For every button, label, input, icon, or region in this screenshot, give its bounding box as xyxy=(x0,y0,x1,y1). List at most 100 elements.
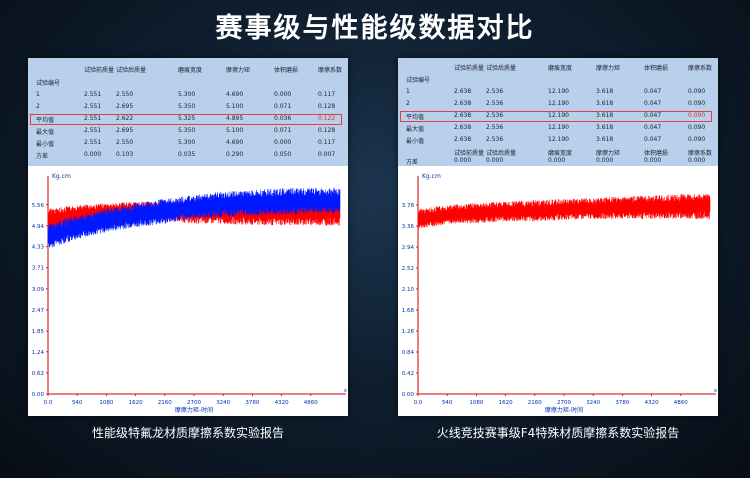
x-tick-label: 3780 xyxy=(245,400,259,406)
x-tick-label: 4320 xyxy=(275,400,289,406)
table-header-cell: 体积磨损 xyxy=(274,67,299,74)
table-cell: 1 xyxy=(36,91,40,98)
table-cell: 0.000 xyxy=(596,157,614,164)
x-tick-label: 3240 xyxy=(216,400,230,406)
x-tick-label: 540 xyxy=(72,400,83,406)
table-cell: 0.047 xyxy=(644,112,662,119)
y-tick-label: 4.94 xyxy=(32,224,45,230)
x-tick-label: 2160 xyxy=(158,400,172,406)
table-row: 试验前质量 试验后质量 磨痕宽度 摩擦力矩 体积磨损 摩擦系数 xyxy=(398,147,718,158)
table-cell: 0.071 xyxy=(274,127,292,134)
table-row: 试验编号 xyxy=(398,74,718,85)
table-row: 平均值 2.638 2.536 12.190 3.618 0.047 0.090 xyxy=(398,111,718,122)
y-tick-label: 2.52 xyxy=(402,266,414,272)
table-row: 方差 0.000 0.103 0.035 0.290 0.050 0.007 xyxy=(28,150,348,161)
table-cell: 3.618 xyxy=(596,88,614,95)
table-cell: 0.090 xyxy=(688,124,706,131)
y-tick-label: 1.68 xyxy=(402,308,415,314)
table-cell: 0.035 xyxy=(178,151,196,158)
table-cell: 试验后质量 xyxy=(486,150,517,157)
table-cell: 试验后质量 xyxy=(486,65,517,72)
table-cell: 试验前质量 xyxy=(454,150,485,157)
x-tick-label: 1620 xyxy=(499,400,513,406)
table-row: 最小值 2.551 2.550 5.300 4.690 0.000 0.117 xyxy=(28,138,348,149)
table-row: 最大值 2.551 2.695 5.350 5.100 0.071 0.128 xyxy=(28,126,348,137)
y-tick-label: 0.42 xyxy=(402,371,414,377)
x-tick-label: 2160 xyxy=(528,400,542,406)
y-tick-label: 0.00 xyxy=(402,392,415,398)
table-cell: 0.000 xyxy=(274,139,292,146)
table-header-cell: 摩擦力矩 xyxy=(226,67,251,74)
table-header-cell: 试验前质量 xyxy=(84,67,115,74)
table-cell: 4.895 xyxy=(226,115,244,122)
x-tick-label: 2700 xyxy=(187,400,201,406)
table-cell: 0.128 xyxy=(318,103,336,110)
table-cell: 磨痕宽度 xyxy=(548,65,573,72)
table-cell: 3.618 xyxy=(596,124,614,131)
table-cell: 2.695 xyxy=(116,127,134,134)
table-cell: 2.551 xyxy=(84,127,102,134)
x-tick-label: 3240 xyxy=(586,400,600,406)
table-cell: 5.100 xyxy=(226,127,244,134)
table-cell: 0.047 xyxy=(644,124,662,131)
right-caption: 火线竞技赛事级F4特殊材质摩擦系数实验报告 xyxy=(436,426,680,440)
y-tick-label: 0.62 xyxy=(32,371,44,377)
left-data-table: 试验前质量 试验后质量 磨痕宽度 摩擦力矩 体积磨损 摩擦系数 试验编号 1 2.551 2.55… xyxy=(28,58,348,166)
table-cell: 磨痕宽度 xyxy=(548,150,573,157)
table-cell: 0.007 xyxy=(318,151,336,158)
table-cell: 12.190 xyxy=(548,112,569,119)
x-tick-label: 1080 xyxy=(99,400,113,406)
table-cell: 5.350 xyxy=(178,103,196,110)
highlight-box xyxy=(30,114,342,125)
table-cell: 0.103 xyxy=(116,151,134,158)
table-cell: 2.551 xyxy=(84,115,102,122)
table-cell: 2 xyxy=(406,100,410,107)
table-cell: 最大值 xyxy=(36,129,55,136)
table-cell: 3.618 xyxy=(596,112,614,119)
y-tick-label: 5.56 xyxy=(32,203,45,209)
table-cell: 0.122 xyxy=(318,115,336,122)
left-report-panel: 试验前质量 试验后质量 磨痕宽度 摩擦力矩 体积磨损 摩擦系数 试验编号 1 2.551 2.55… xyxy=(28,58,348,416)
table-cell: 2.638 xyxy=(454,112,472,119)
table-cell: 2.638 xyxy=(454,100,472,107)
y-tick-label: 2.94 xyxy=(402,245,415,251)
table-cell: 体积磨损 xyxy=(644,65,669,72)
y-tick-label: 1.24 xyxy=(32,350,45,356)
table-row: 1 2.638 2.536 12.190 3.618 0.047 0.090 xyxy=(398,87,718,98)
table-cell: 2.638 xyxy=(454,88,472,95)
table-cell: 体积磨损 xyxy=(644,150,669,157)
x-tick-label: 0.0 xyxy=(414,400,423,406)
table-cell: 0.000 xyxy=(688,157,706,164)
table-cell: 0.090 xyxy=(688,88,706,95)
y-tick-label: 1.85 xyxy=(32,329,45,335)
table-cell: 2.536 xyxy=(486,112,504,119)
y-tick-label: 1.26 xyxy=(402,329,415,335)
table-cell: 2.536 xyxy=(486,124,504,131)
table-cell: 0.117 xyxy=(318,91,336,98)
y-tick-label: 0.00 xyxy=(32,392,45,398)
table-header-cell: 磨痕宽度 xyxy=(178,67,203,74)
table-cell: 5.325 xyxy=(178,115,196,122)
left-chart-svg: Kg.cm 5.56 4.94 4.33 3.71 3.09 2.47 1.85 1.24 0.6… xyxy=(32,173,347,414)
table-cell: 12.190 xyxy=(548,100,569,107)
table-cell: 摩擦力矩 xyxy=(596,65,621,72)
table-cell: 2.550 xyxy=(116,139,134,146)
table-cell: 3.618 xyxy=(596,100,614,107)
table-cell: 0.090 xyxy=(688,136,706,143)
y-tick-label: 3.71 xyxy=(32,266,44,272)
table-header-cell: 试验编号 xyxy=(36,80,61,87)
table-cell: 0.071 xyxy=(274,103,292,110)
table-cell: 方差 xyxy=(36,153,49,160)
table-cell: 2.551 xyxy=(84,91,102,98)
y-tick-label: 2.47 xyxy=(32,308,45,314)
table-cell: 0.047 xyxy=(644,100,662,107)
table-cell: 12.190 xyxy=(548,136,569,143)
table-cell: 2.536 xyxy=(486,88,504,95)
x-tick-label: 2700 xyxy=(557,400,571,406)
table-cell: 摩擦系数 xyxy=(688,150,713,157)
highlight-box xyxy=(400,111,712,122)
x-tick-label: 4860 xyxy=(304,400,318,406)
table-header-cell: 试验后质量 xyxy=(116,67,147,74)
y-axis-label: Kg.cm xyxy=(52,173,71,180)
table-header-row: 试验前质量 试验后质量 磨痕宽度 摩擦力矩 体积磨损 摩擦系数 xyxy=(28,64,348,75)
